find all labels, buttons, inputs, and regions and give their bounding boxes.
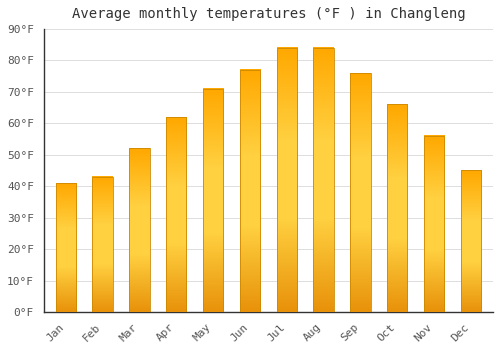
Bar bbox=[92, 177, 112, 312]
Bar bbox=[130, 148, 150, 312]
Bar bbox=[203, 89, 223, 312]
Bar bbox=[461, 170, 481, 312]
Bar bbox=[424, 136, 444, 312]
Bar bbox=[350, 73, 370, 312]
Title: Average monthly temperatures (°F ) in Changleng: Average monthly temperatures (°F ) in Ch… bbox=[72, 7, 465, 21]
Bar bbox=[240, 70, 260, 312]
Bar bbox=[314, 48, 334, 312]
Bar bbox=[56, 183, 76, 312]
Bar bbox=[276, 48, 297, 312]
Bar bbox=[387, 105, 407, 312]
Bar bbox=[166, 117, 186, 312]
